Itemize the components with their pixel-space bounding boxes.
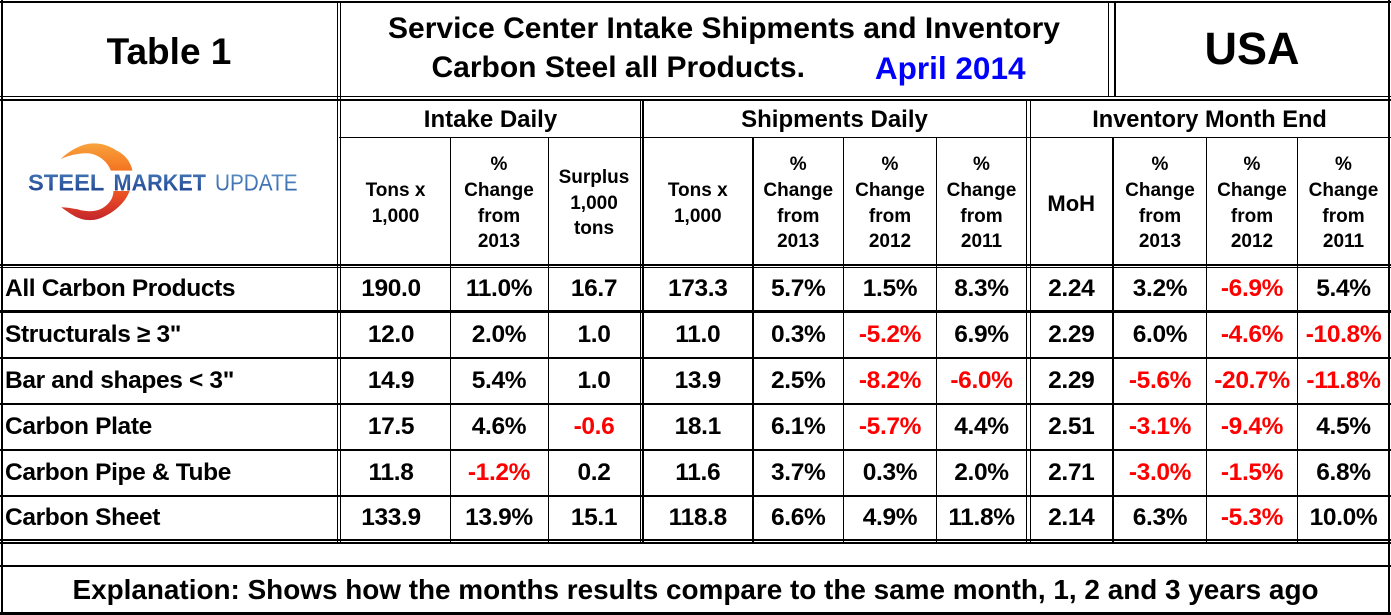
svg-text:MARKET: MARKET (114, 169, 207, 195)
svg-text:UPDATE: UPDATE (215, 169, 298, 195)
svg-text:STEEL: STEEL (28, 169, 104, 195)
